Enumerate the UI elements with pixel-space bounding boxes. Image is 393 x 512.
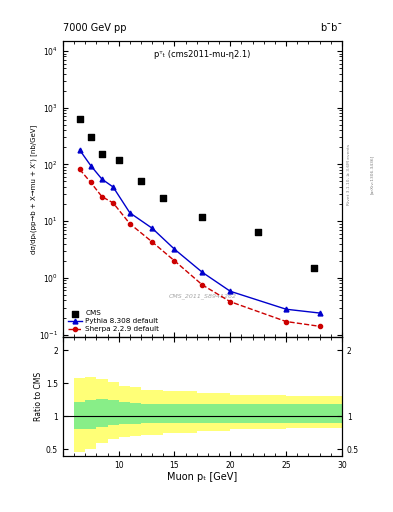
Sherpa 2.2.9 default xyxy=(284,318,288,325)
Sherpa 2.2.9 default xyxy=(228,298,233,305)
CMS xyxy=(311,264,317,272)
Text: CMS_2011_S8941262: CMS_2011_S8941262 xyxy=(168,293,237,298)
CMS xyxy=(160,194,167,202)
CMS xyxy=(116,156,122,164)
Pythia 8.308 default xyxy=(88,163,93,169)
Sherpa 2.2.9 default xyxy=(88,179,93,185)
Pythia 8.308 default xyxy=(200,269,205,275)
Line: Pythia 8.308 default: Pythia 8.308 default xyxy=(77,147,322,315)
Sherpa 2.2.9 default xyxy=(172,258,177,264)
Text: 7000 GeV pp: 7000 GeV pp xyxy=(63,23,127,33)
CMS xyxy=(88,133,94,141)
Sherpa 2.2.9 default xyxy=(127,221,132,227)
Text: b¯b¯: b¯b¯ xyxy=(320,23,342,33)
Text: [arXiv:1306.3436]: [arXiv:1306.3436] xyxy=(370,155,374,194)
CMS xyxy=(138,177,144,185)
Pythia 8.308 default xyxy=(150,225,154,231)
Sherpa 2.2.9 default xyxy=(99,194,104,200)
Pythia 8.308 default xyxy=(77,147,82,153)
Sherpa 2.2.9 default xyxy=(77,166,82,173)
Pythia 8.308 default xyxy=(317,310,322,316)
Sherpa 2.2.9 default xyxy=(111,200,116,206)
Y-axis label: Ratio to CMS: Ratio to CMS xyxy=(34,372,43,421)
Sherpa 2.2.9 default xyxy=(150,239,154,245)
Text: Rivet 3.1.10, ≥ 3.6M events: Rivet 3.1.10, ≥ 3.6M events xyxy=(347,144,351,205)
Pythia 8.308 default xyxy=(127,210,132,216)
Pythia 8.308 default xyxy=(284,306,288,312)
Line: Sherpa 2.2.9 default: Sherpa 2.2.9 default xyxy=(77,167,322,328)
CMS xyxy=(199,212,206,221)
Sherpa 2.2.9 default xyxy=(317,323,322,329)
Sherpa 2.2.9 default xyxy=(200,282,205,288)
CMS xyxy=(255,228,261,236)
Legend: CMS, Pythia 8.308 default, Sherpa 2.2.9 default: CMS, Pythia 8.308 default, Sherpa 2.2.9 … xyxy=(66,309,161,334)
Pythia 8.308 default xyxy=(99,176,104,182)
Pythia 8.308 default xyxy=(228,288,233,294)
Text: pᵀₜ (cms2011-mu-η2.1): pᵀₜ (cms2011-mu-η2.1) xyxy=(154,50,251,59)
CMS xyxy=(77,115,83,123)
X-axis label: Muon pₜ [GeV]: Muon pₜ [GeV] xyxy=(167,472,237,482)
CMS xyxy=(99,151,105,159)
Pythia 8.308 default xyxy=(111,184,116,190)
Pythia 8.308 default xyxy=(172,246,177,252)
Y-axis label: dσ/dpₜ(pp→b + X→mu + X’) [nb/GeV]: dσ/dpₜ(pp→b + X→mu + X’) [nb/GeV] xyxy=(31,124,37,254)
